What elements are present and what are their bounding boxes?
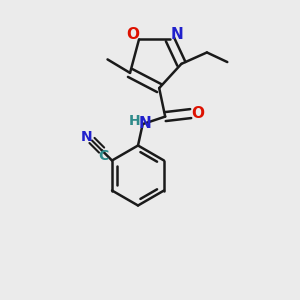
Text: O: O [191, 106, 204, 121]
Text: N: N [170, 27, 183, 42]
Text: O: O [126, 27, 139, 42]
Text: H: H [128, 114, 140, 128]
Text: C: C [98, 149, 108, 163]
Text: N: N [139, 116, 152, 131]
Text: N: N [81, 130, 92, 144]
